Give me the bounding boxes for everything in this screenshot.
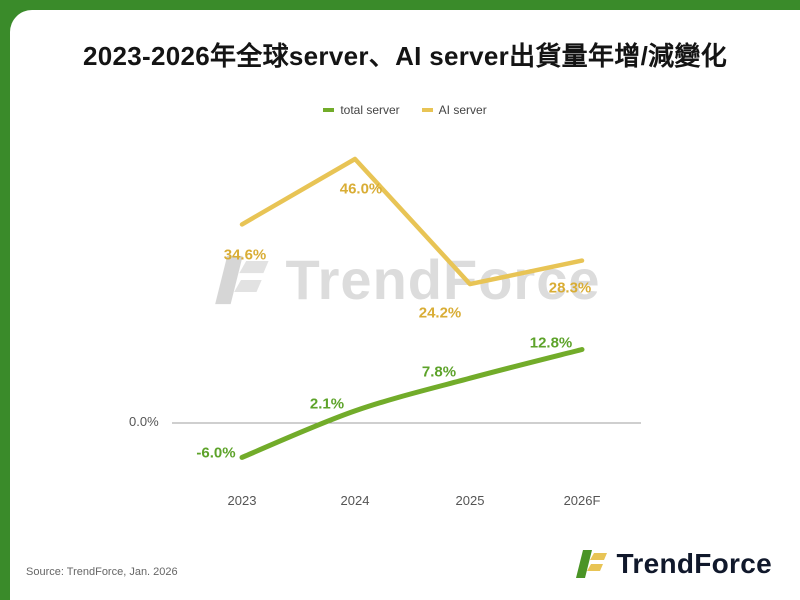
data-label-AI-server-2025: 24.2% (418, 304, 462, 322)
trendforce-logo-text: TrendForce (616, 548, 772, 579)
legend-label-total-server: total server (340, 103, 400, 117)
data-label-AI-server-2024: 46.0% (339, 180, 383, 198)
page-title: 2023-2026年全球server、AI server出貨量年增/減變化 (82, 41, 728, 71)
trendforce-logo-icon (575, 550, 607, 578)
legend-swatch-ai-server (421, 108, 433, 112)
legend-label-ai-server: AI server (438, 103, 487, 117)
x-axis-label-2025: 2025 (455, 493, 485, 508)
data-label-total-server-2023: -6.0% (196, 444, 236, 462)
x-axis-label-2026F: 2026F (563, 493, 601, 508)
data-label-total-server-2026F: 12.8% (529, 334, 573, 351)
trendforce-logo: TrendForce (573, 546, 772, 582)
x-axis-label-2023: 2023 (227, 493, 257, 508)
baseline-label: 0.0% (129, 414, 159, 429)
series-line-total-server (239, 347, 585, 460)
data-label-AI-server-2026F: 28.3% (548, 279, 592, 297)
slide-card: 2023-2026年全球server、AI server出貨量年增/減變化 to… (10, 10, 800, 600)
legend-item-total-server: total server (323, 103, 400, 117)
source-text: Source: TrendForce, Jan. 2026 (26, 566, 178, 578)
chart-canvas (172, 156, 641, 460)
legend: total server AI server (10, 103, 800, 117)
x-axis-label-2024: 2024 (340, 493, 370, 508)
line-chart: TrendForce 0.0% -6.0% 2.1% 7.8% 12.8% 34.6% 4… (85, 131, 725, 531)
legend-swatch-total-server (323, 108, 335, 112)
data-label-total-server-2025: 7.8% (421, 363, 457, 381)
series-line-AI-server (239, 156, 585, 287)
data-label-total-server-2024: 2.1% (309, 395, 345, 413)
legend-item-ai-server: AI server (421, 103, 487, 117)
data-label-AI-server-2023: 34.6% (223, 246, 267, 264)
